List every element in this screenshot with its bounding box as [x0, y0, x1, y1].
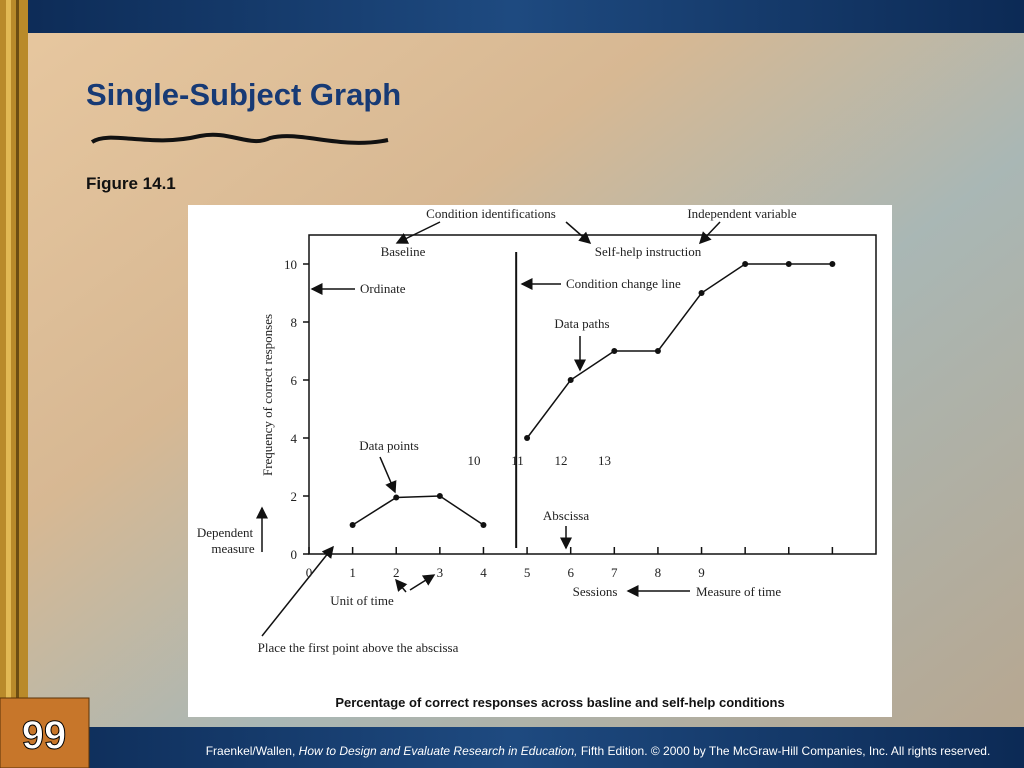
condition-label: Baseline [381, 244, 426, 259]
data-point [785, 261, 792, 267]
left-stripe [0, 0, 28, 768]
annotation: Place the first point above the abscissa [258, 640, 459, 655]
data-point [567, 377, 574, 383]
annotation: Abscissa [543, 508, 589, 523]
left-stripe-light [6, 0, 11, 768]
annotation: Ordinate [360, 281, 406, 296]
data-point [436, 493, 443, 499]
arrow [409, 574, 436, 591]
data-path [352, 495, 484, 526]
plot-frame [308, 234, 877, 555]
arrow [395, 578, 408, 593]
annotation: Data points [359, 438, 419, 453]
ornament [90, 132, 389, 145]
arrow [698, 221, 721, 245]
page-box [0, 697, 90, 768]
footer: Fraenkel/Wallen, How to Design and Evalu… [206, 744, 991, 758]
annotation: Dependent [197, 525, 254, 540]
annotation: Unit of time [330, 593, 394, 608]
x-axis-label: Sessions [573, 584, 618, 599]
y-tick-label: 6 [291, 373, 298, 388]
footer-part: Fraenkel/Wallen, [206, 744, 299, 758]
figure-panel [188, 205, 892, 717]
x-tick-label: 7 [611, 565, 618, 580]
data-point [698, 290, 705, 296]
stray-label: 12 [555, 453, 568, 468]
data-point [480, 522, 487, 528]
y-tick-label: 10 [284, 257, 297, 272]
x-tick-label: 3 [437, 565, 444, 580]
stray-label: 13 [598, 453, 611, 468]
arrow [565, 221, 592, 244]
footer-part: How to Design and Evaluate Research in E… [299, 744, 578, 758]
caption: Percentage of correct responses across b… [335, 695, 784, 710]
y-tick-label: 4 [291, 431, 298, 446]
data-path [526, 263, 833, 439]
annotation: Independent variable [687, 206, 797, 221]
y-tick-label: 0 [291, 547, 298, 562]
stray-label: 10 [468, 453, 481, 468]
x-tick-label: 0 [306, 565, 313, 580]
top-bar [0, 0, 1024, 33]
slide-title: Single-Subject Graph [86, 77, 401, 112]
x-tick-label: 4 [480, 565, 487, 580]
y-tick-label: 8 [291, 315, 298, 330]
data-point [349, 522, 356, 528]
data-point [654, 348, 661, 354]
x-tick-label: 5 [524, 565, 531, 580]
annotation: Condition change line [566, 276, 681, 291]
bottom-bar [0, 727, 1024, 768]
y-axis-label: Frequency of correct responses [260, 314, 275, 476]
x-tick-label: 6 [567, 565, 574, 580]
stray-label: 11 [511, 453, 524, 468]
data-point [742, 261, 749, 267]
annotation: Data paths [554, 316, 609, 331]
footer-part: Fifth Edition. © 2000 by The McGraw-Hill… [578, 744, 991, 758]
x-tick-label: 9 [698, 565, 705, 580]
x-tick-label: 1 [349, 565, 356, 580]
x-tick-label: 8 [655, 565, 662, 580]
x-tick-label: 2 [393, 565, 400, 580]
arrow [395, 221, 441, 244]
arrow [379, 456, 397, 494]
data-point [829, 261, 836, 267]
data-point [393, 494, 400, 501]
data-point [524, 435, 531, 441]
annotation: measure [211, 541, 255, 556]
left-stripe-dark [16, 0, 19, 768]
y-tick-label: 2 [291, 489, 298, 504]
figure-label: Figure 14.1 [86, 174, 176, 193]
page-number: 99 [22, 714, 67, 758]
annotation: Measure of time [696, 584, 781, 599]
condition-label: Self-help instruction [595, 244, 702, 259]
arrow [261, 545, 334, 637]
annotation: Condition identifications [426, 206, 556, 221]
data-point [611, 348, 618, 354]
